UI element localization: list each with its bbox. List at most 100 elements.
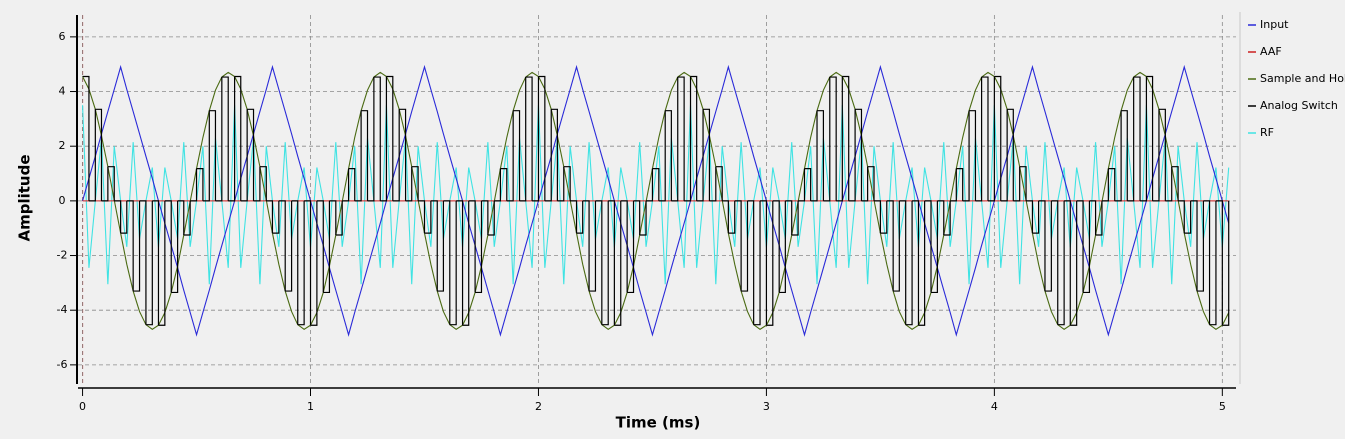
step-segment [215,77,223,202]
step-segment [424,200,432,234]
step-segment [310,200,318,326]
step-segment [684,76,692,202]
series-line [82,64,1230,337]
step-segment [392,109,400,202]
step-segment [228,76,236,202]
step-segment [1013,166,1021,202]
step-segment [918,200,926,326]
step-segment [190,168,198,202]
step-segment [525,76,533,201]
step-segment [513,110,521,201]
step-segment [1184,200,1192,234]
step-segment [95,108,103,201]
step-segment [361,110,369,201]
step-segment [373,76,381,201]
step-segment [500,168,508,201]
step-segment [437,200,445,292]
series-line [82,105,1230,285]
step-segment [639,200,647,236]
step-segment [196,168,204,201]
step-segment [133,200,141,292]
step-segment [1215,200,1223,326]
step-segment [1000,109,1008,202]
y-tick-label: -4 [57,303,68,316]
step-segment [171,200,179,294]
step-segment [969,110,977,201]
step-segment [259,166,267,201]
step-segment [836,76,843,202]
y-tick-label: 2 [59,139,66,152]
step-segment [1178,200,1185,234]
step-segment [1019,166,1027,201]
step-segment [791,200,799,236]
step-segment [709,166,717,202]
step-segment [804,168,812,201]
step-segment [1083,200,1091,294]
step-segment [443,200,451,325]
step-segment [589,200,597,292]
step-segment [1108,168,1116,201]
step-segment [614,200,622,326]
step-segment [506,110,514,202]
step-segment [1007,108,1014,201]
step-segment [316,200,324,293]
step-segment [297,200,305,326]
step-segment [209,110,217,201]
y-tick-label: -6 [57,358,68,371]
step-segment [779,200,786,294]
step-segment [1089,200,1097,236]
step-segment [234,75,242,201]
step-segment [652,168,660,201]
step-segment [956,168,964,201]
step-segment [411,166,419,201]
step-segment [893,200,900,292]
step-segment [677,76,685,201]
step-segment [120,200,128,234]
step-segment [101,166,109,202]
step-segment [722,200,729,234]
step-segment [1152,109,1160,202]
step-segment [646,168,654,202]
legend-label: Input [1260,18,1289,31]
step-segment [810,110,818,202]
step-segment [880,200,888,234]
step-segment [1057,200,1065,326]
series-line [82,71,1230,331]
y-axis-title: Amplitude [16,154,34,241]
step-segment [912,200,920,326]
step-segment [734,200,742,292]
step-segment [981,76,989,201]
step-segment [817,110,825,201]
step-segment [544,109,552,202]
step-segment [563,166,571,201]
step-segment [785,200,793,236]
step-segment [1101,168,1109,202]
step-segment [487,200,495,236]
step-segment [703,108,711,201]
step-segment [139,200,147,325]
step-segment [1190,200,1198,292]
step-segment [798,168,806,202]
step-segment [354,110,362,202]
y-tick-label: -2 [57,249,68,262]
step-segment [1070,200,1078,326]
x-tick-label: 1 [307,400,314,413]
step-segment [221,76,229,201]
y-tick-label: 6 [59,30,66,43]
step-segment [1051,200,1059,325]
step-segment [855,108,863,201]
step-segment [367,77,375,202]
step-segment [1095,200,1103,236]
step-segment [975,77,983,202]
step-segment [582,200,590,292]
step-segment [475,200,483,294]
step-segment [399,108,407,201]
step-segment [183,200,191,236]
step-segment [278,200,286,292]
step-segment [107,166,115,201]
step-segment [126,200,134,292]
step-segment [886,200,894,292]
step-segment [753,200,761,326]
step-segment [247,108,255,201]
step-segment [449,200,457,326]
